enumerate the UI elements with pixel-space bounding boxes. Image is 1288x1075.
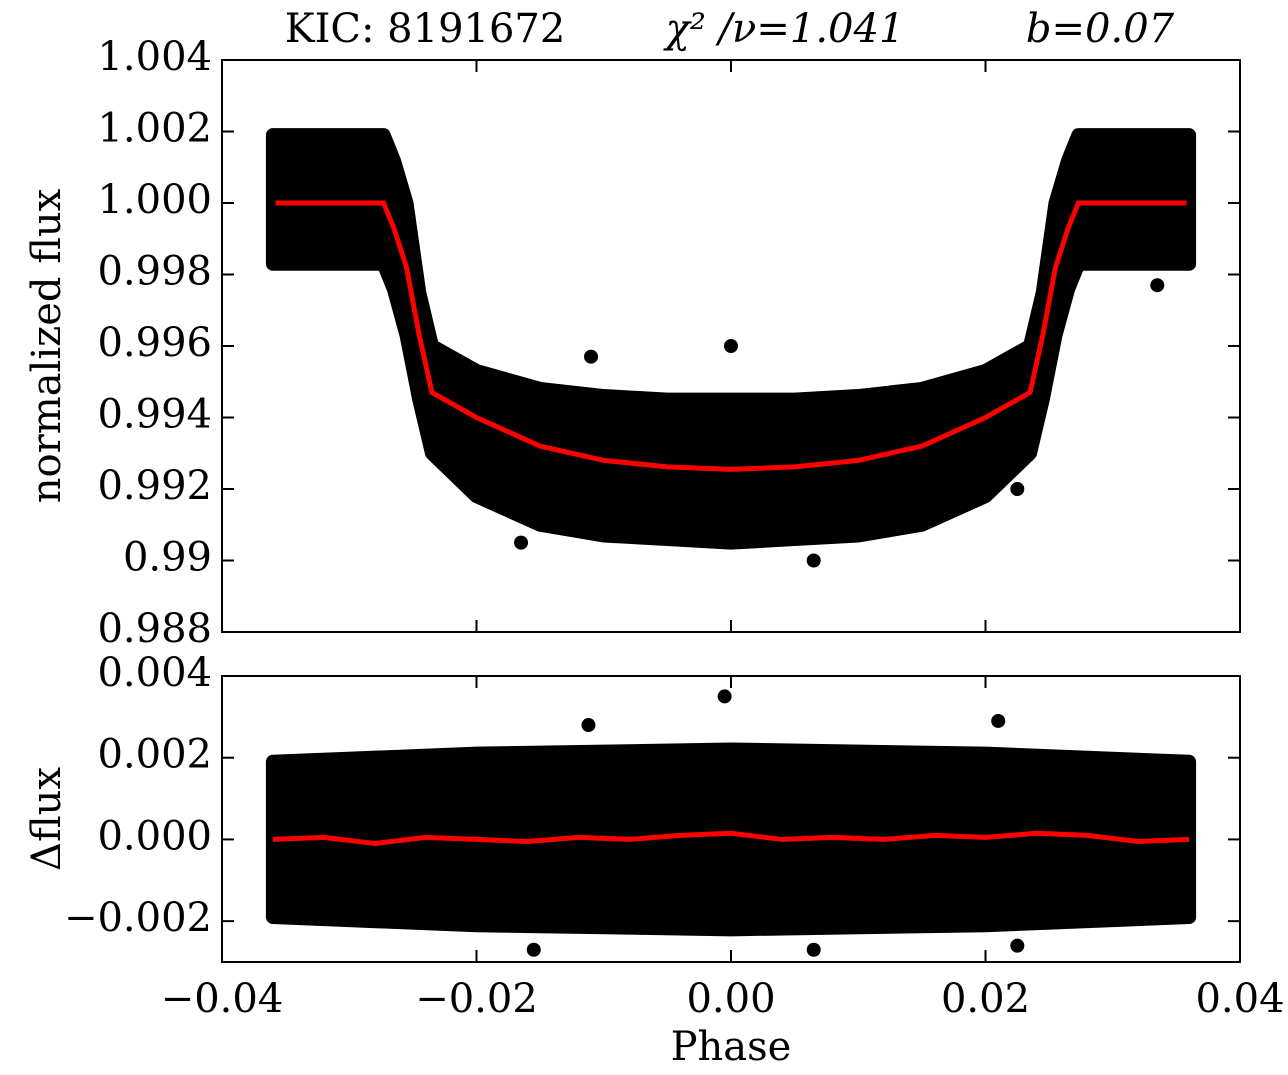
point bbox=[584, 349, 599, 364]
point-cloud bbox=[265, 742, 1197, 937]
y-tick-label: 1.000 bbox=[97, 177, 212, 223]
y-tick-label: 0.998 bbox=[97, 249, 212, 295]
x-tick-label: 0.02 bbox=[941, 976, 1030, 1022]
model-line bbox=[275, 200, 1187, 472]
x-tick-label: 0.00 bbox=[686, 976, 775, 1022]
model-line bbox=[272, 830, 1190, 847]
point bbox=[581, 718, 596, 733]
point bbox=[1010, 482, 1025, 496]
point bbox=[1010, 938, 1025, 953]
point bbox=[806, 942, 821, 957]
point-cloud bbox=[265, 128, 1197, 550]
y-tick-label: 1.004 bbox=[97, 34, 212, 80]
y-tick-label: 0.996 bbox=[97, 320, 212, 366]
y-axis-label: Δflux bbox=[24, 767, 70, 871]
title-chi2: χ² /ν=1.041 bbox=[663, 6, 905, 52]
x-tick-label: −0.04 bbox=[161, 976, 284, 1022]
point bbox=[991, 713, 1006, 728]
y-tick-label: 0.99 bbox=[123, 535, 212, 581]
title-kic: KIC: 8191672 bbox=[285, 6, 566, 52]
y-axis-label: normalized flux bbox=[24, 188, 70, 503]
y-tick-label: 0.994 bbox=[97, 392, 212, 438]
y-tick-label: 0.988 bbox=[97, 606, 212, 652]
point bbox=[1150, 278, 1165, 293]
point bbox=[514, 535, 529, 550]
point bbox=[526, 942, 541, 957]
y-tick-label: 0.000 bbox=[97, 813, 212, 859]
y-tick-label: 1.002 bbox=[97, 106, 212, 152]
y-tick-label: 0.004 bbox=[97, 650, 212, 696]
y-tick-label: 0.992 bbox=[97, 463, 212, 509]
title-b: b=0.07 bbox=[1026, 6, 1175, 52]
y-tick-label: 0.002 bbox=[97, 732, 212, 778]
x-tick-label: 0.04 bbox=[1195, 976, 1284, 1022]
point bbox=[806, 553, 821, 568]
x-axis-label: Phase bbox=[671, 1024, 792, 1070]
point bbox=[717, 689, 732, 704]
y-tick-label: −0.002 bbox=[64, 895, 212, 941]
point bbox=[724, 339, 738, 353]
x-tick-label: −0.02 bbox=[415, 976, 538, 1022]
